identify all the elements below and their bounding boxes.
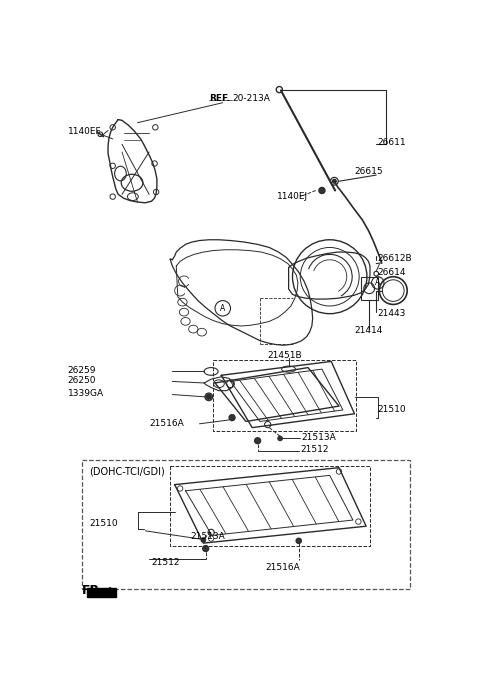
Text: 26612B: 26612B — [378, 254, 412, 263]
Bar — [82, 460, 410, 589]
Text: 26615: 26615 — [355, 167, 383, 176]
Text: A: A — [375, 278, 380, 287]
Bar — [360, 277, 378, 300]
Text: 26259: 26259 — [68, 366, 96, 375]
Text: 1140EJ: 1140EJ — [277, 192, 308, 201]
Polygon shape — [87, 588, 116, 597]
Circle shape — [229, 415, 235, 421]
Text: 1339GA: 1339GA — [68, 389, 104, 398]
Text: REF.: REF. — [209, 94, 230, 103]
Text: 1140EF: 1140EF — [68, 127, 101, 136]
Circle shape — [333, 179, 336, 183]
Circle shape — [205, 393, 213, 401]
Text: (DOHC-TCI/GDI): (DOHC-TCI/GDI) — [89, 466, 165, 477]
Circle shape — [254, 438, 261, 444]
Text: 21414: 21414 — [355, 326, 383, 335]
Circle shape — [319, 187, 325, 194]
Text: 21510: 21510 — [89, 519, 118, 528]
Text: 21516A: 21516A — [266, 564, 300, 573]
Text: 21513A: 21513A — [190, 533, 225, 542]
Text: FR.: FR. — [82, 584, 105, 597]
Text: 21512: 21512 — [152, 558, 180, 567]
Text: 26250: 26250 — [68, 376, 96, 385]
Circle shape — [206, 395, 211, 399]
Text: 20-213A: 20-213A — [232, 94, 270, 103]
Circle shape — [201, 537, 206, 542]
Text: A: A — [220, 304, 226, 313]
Text: 21510: 21510 — [378, 405, 407, 414]
Text: 21443: 21443 — [378, 309, 406, 318]
Circle shape — [278, 436, 282, 441]
Circle shape — [203, 546, 209, 552]
Text: 21516A: 21516A — [149, 420, 184, 429]
Text: 21451B: 21451B — [267, 351, 302, 360]
Circle shape — [296, 538, 301, 544]
Text: 21512: 21512 — [300, 446, 329, 455]
Text: 21513A: 21513A — [302, 433, 336, 442]
Text: 26611: 26611 — [378, 138, 407, 147]
Text: 26614: 26614 — [378, 267, 406, 276]
